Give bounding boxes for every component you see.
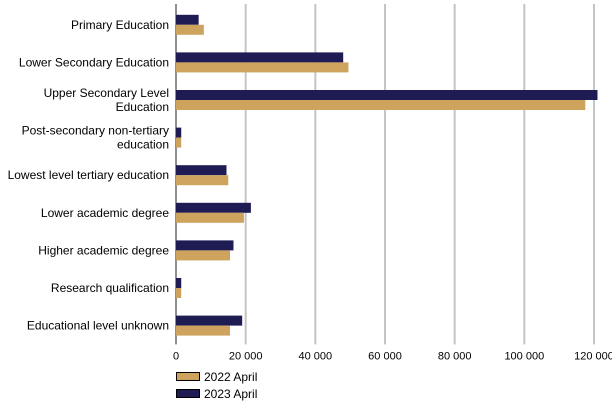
x-tick-label: 20 000 bbox=[229, 350, 263, 362]
bar-2023-april bbox=[176, 165, 227, 176]
x-tick-label: 100 000 bbox=[504, 350, 544, 362]
category-label: Higher academic degree bbox=[38, 243, 169, 257]
x-tick-label: 40 000 bbox=[299, 350, 333, 362]
legend-label-2023: 2023 April bbox=[204, 386, 258, 401]
category-label: Research qualification bbox=[51, 281, 169, 295]
legend: 2022 April 2023 April bbox=[176, 368, 257, 402]
bar-2023-april bbox=[176, 278, 182, 288]
bar-2022-april bbox=[176, 24, 204, 35]
bar-2023-april bbox=[176, 52, 344, 63]
category-label: Upper Secondary Level bbox=[44, 86, 169, 100]
category-label: Lowest level tertiary education bbox=[8, 168, 169, 182]
bar-2022-april bbox=[176, 62, 349, 73]
legend-swatch-2023 bbox=[176, 389, 200, 398]
bar-2022-april bbox=[176, 100, 586, 110]
bar-2023-april bbox=[176, 90, 598, 100]
bar-2022-april bbox=[176, 325, 230, 336]
bar-2023-april bbox=[176, 202, 251, 213]
bar-2022-april bbox=[176, 250, 230, 261]
bar-2023-april bbox=[176, 240, 234, 251]
bar-2022-april bbox=[176, 212, 244, 223]
legend-swatch-2022 bbox=[176, 372, 200, 381]
bar-2022-april bbox=[176, 288, 182, 298]
category-label: Lower Secondary Education bbox=[19, 55, 169, 69]
category-label: education bbox=[117, 138, 169, 152]
category-label: Primary Education bbox=[71, 18, 169, 32]
legend-item-2023: 2023 April bbox=[176, 385, 257, 402]
x-tick-labels: 0 20 000 40 000 60 000 80 000 100 000 120 000 bbox=[173, 350, 612, 362]
legend-label-2022: 2022 April bbox=[204, 369, 258, 384]
category-label: Educational level unknown bbox=[27, 319, 169, 333]
bars bbox=[176, 14, 598, 336]
x-tick-label: 0 bbox=[173, 350, 179, 362]
category-label: Lower academic degree bbox=[41, 206, 169, 220]
bar-2023-april bbox=[176, 14, 199, 25]
x-tick-label: 80 000 bbox=[438, 350, 472, 362]
bar-2022-april bbox=[176, 137, 182, 148]
category-labels: Primary Education Lower Secondary Educati… bbox=[8, 18, 170, 333]
legend-item-2022: 2022 April bbox=[176, 368, 257, 385]
bar-2023-april bbox=[176, 127, 182, 138]
bar-2022-april bbox=[176, 175, 229, 186]
bar-2023-april bbox=[176, 315, 243, 326]
x-tick-label: 120 000 bbox=[574, 350, 612, 362]
category-label: Education bbox=[116, 100, 169, 114]
category-label: Post-secondary non-tertiary bbox=[22, 124, 169, 138]
x-tick-label: 60 000 bbox=[368, 350, 402, 362]
